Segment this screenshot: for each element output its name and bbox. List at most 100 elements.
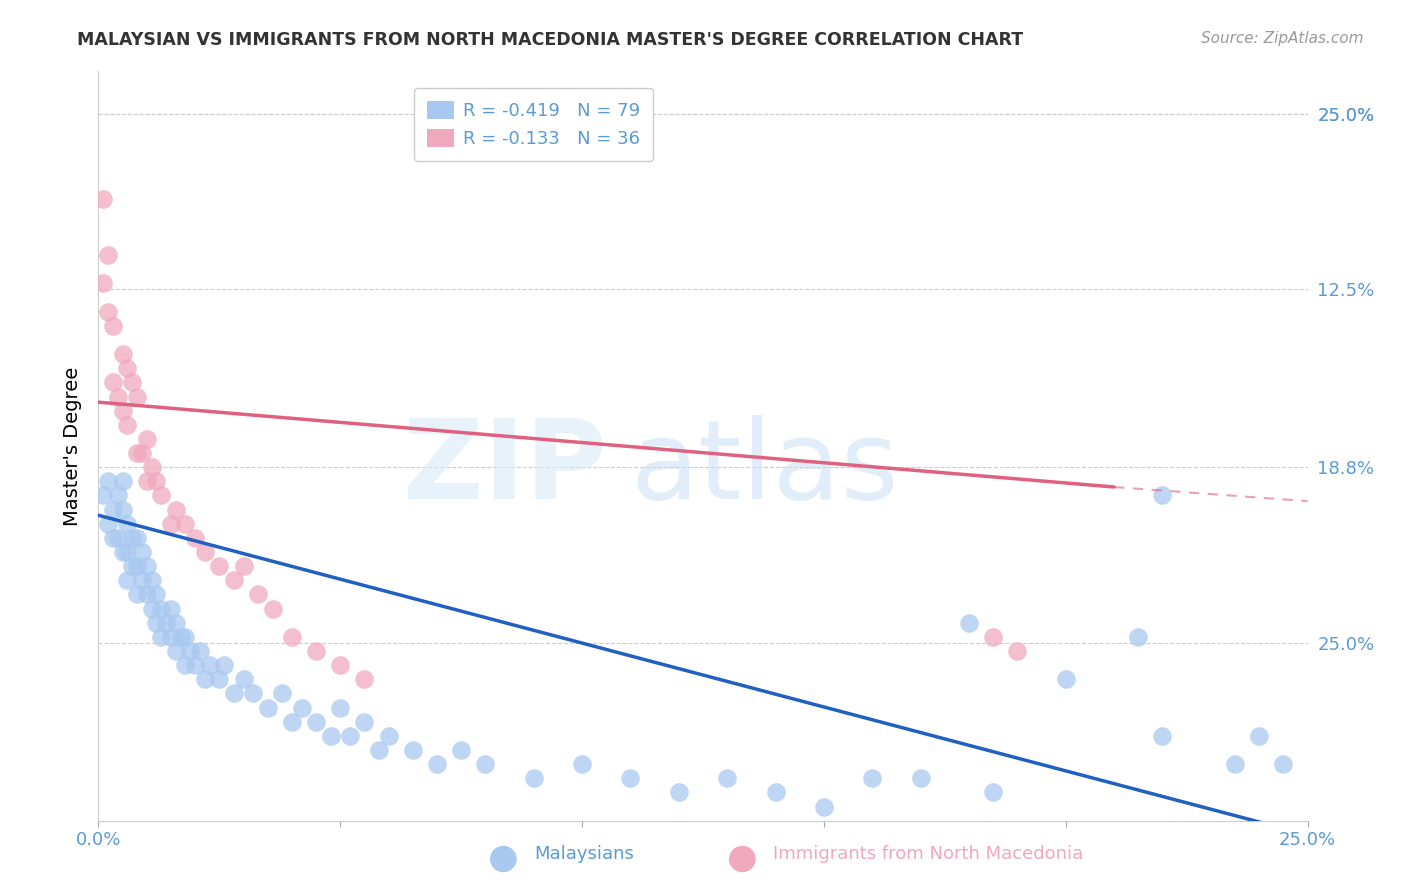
Point (212, 658, 235, 673)
Point (353, 714, 375, 729)
Point (121, 531, 143, 545)
Point (222, 574, 245, 588)
Point (145, 587, 167, 601)
Point (256, 700, 278, 714)
Point (107, 390, 129, 404)
Point (353, 673, 375, 687)
Legend: R = -0.419   N = 79, R = -0.133   N = 36: R = -0.419 N = 79, R = -0.133 N = 36 (415, 88, 652, 161)
Point (1128, 630, 1150, 644)
Point (1152, 488, 1174, 502)
Point (474, 757, 496, 772)
Point (377, 729, 399, 743)
Point (184, 531, 207, 545)
Point (127, 446, 149, 460)
Point (319, 729, 342, 743)
Point (1007, 644, 1029, 658)
Point (160, 630, 183, 644)
Point (232, 673, 254, 687)
Point (127, 531, 149, 545)
Point (165, 644, 187, 658)
Point (813, 799, 835, 814)
Point (121, 376, 143, 390)
Point (107, 531, 129, 545)
Point (131, 446, 153, 460)
Point (111, 475, 134, 489)
Point (305, 714, 328, 729)
Point (165, 615, 187, 630)
Point (91, 488, 114, 502)
Point (339, 729, 361, 743)
Point (329, 658, 352, 673)
Point (402, 743, 425, 757)
Point (1152, 729, 1174, 743)
Text: Malaysians: Malaysians (534, 846, 634, 863)
Point (145, 475, 167, 489)
Point (155, 615, 177, 630)
Point (91, 277, 114, 291)
Point (135, 475, 157, 489)
Point (571, 757, 593, 772)
Point (450, 743, 472, 757)
Point (179, 644, 201, 658)
Point (141, 460, 163, 475)
Point (860, 771, 883, 785)
Point (111, 347, 134, 361)
Point (127, 559, 149, 574)
Point (1223, 757, 1246, 772)
Point (117, 417, 139, 432)
Point (957, 615, 980, 630)
Point (127, 587, 149, 601)
Point (101, 531, 124, 545)
Point (619, 771, 641, 785)
Point (981, 630, 1004, 644)
Point (131, 545, 153, 559)
Point (329, 700, 352, 714)
Point (194, 673, 217, 687)
Point (97, 248, 120, 262)
Text: Immigrants from North Macedonia: Immigrants from North Macedonia (773, 846, 1084, 863)
Point (198, 658, 221, 673)
Text: atlas: atlas (630, 415, 898, 522)
Point (222, 686, 245, 700)
Point (281, 714, 304, 729)
Point (174, 630, 197, 644)
Point (101, 502, 124, 516)
Point (1054, 673, 1077, 687)
Point (174, 658, 197, 673)
Point (101, 318, 124, 333)
Point (91, 192, 114, 206)
Point (981, 785, 1004, 799)
Point (117, 545, 139, 559)
Point (160, 516, 183, 531)
Point (910, 771, 932, 785)
Point (523, 771, 546, 785)
Point (188, 644, 211, 658)
Text: MALAYSIAN VS IMMIGRANTS FROM NORTH MACEDONIA MASTER'S DEGREE CORRELATION CHART: MALAYSIAN VS IMMIGRANTS FROM NORTH MACED… (77, 31, 1024, 49)
Point (117, 361, 139, 376)
Point (117, 574, 139, 588)
Point (150, 601, 173, 615)
Point (117, 516, 139, 531)
Point (150, 488, 173, 502)
Point (160, 601, 183, 615)
Point (232, 559, 254, 574)
Point (121, 559, 143, 574)
Text: ZIP: ZIP (404, 415, 606, 522)
Point (135, 432, 157, 446)
Y-axis label: Master's Degree: Master's Degree (63, 367, 82, 525)
Point (145, 615, 167, 630)
Point (426, 757, 449, 772)
Point (1272, 757, 1295, 772)
Point (208, 559, 231, 574)
Point (111, 502, 134, 516)
Text: Source: ZipAtlas.com: Source: ZipAtlas.com (1201, 31, 1364, 46)
Point (127, 390, 149, 404)
Point (111, 403, 134, 417)
Point (184, 658, 207, 673)
Point (111, 545, 134, 559)
Point (194, 545, 217, 559)
Point (150, 630, 173, 644)
Point (208, 673, 231, 687)
Point (765, 785, 787, 799)
Point (271, 686, 294, 700)
